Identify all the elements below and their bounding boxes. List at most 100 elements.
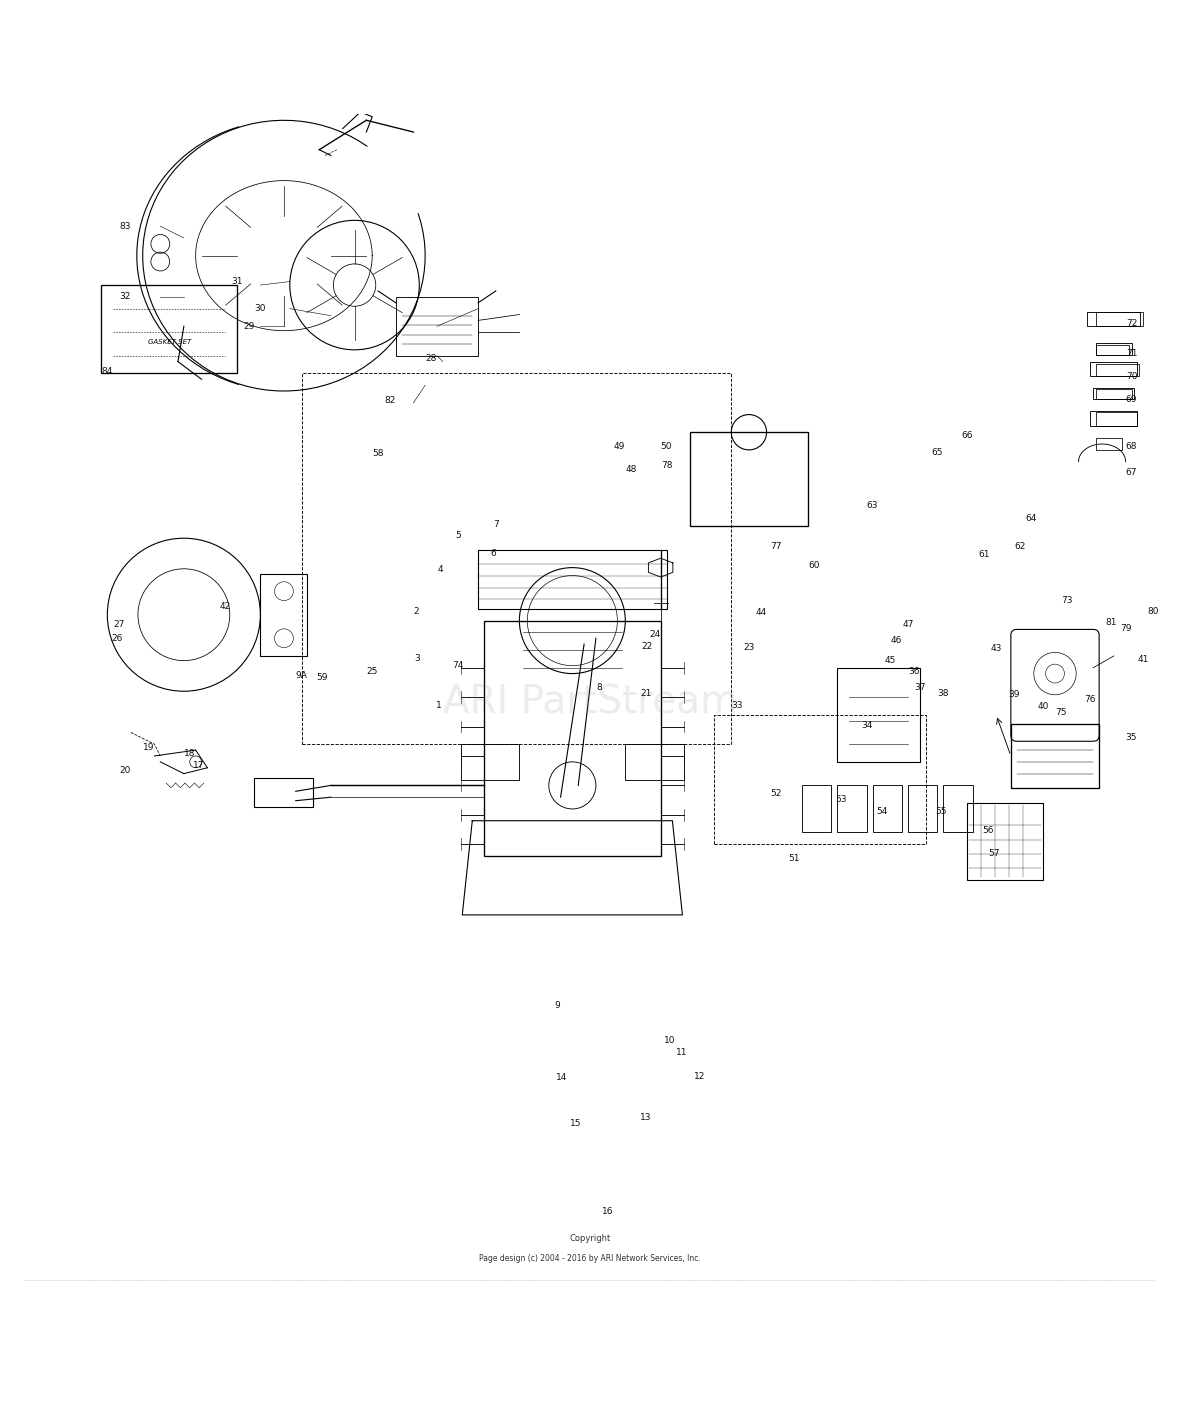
Text: 5: 5 (455, 531, 461, 540)
Text: 40: 40 (1037, 702, 1049, 711)
Text: 82: 82 (385, 396, 395, 405)
Text: 39: 39 (1008, 690, 1020, 699)
Text: 60: 60 (808, 561, 819, 569)
Text: 1: 1 (437, 700, 442, 710)
Bar (1011, 724, 1099, 789)
Text: 9: 9 (555, 1001, 560, 1010)
Text: 75: 75 (1055, 707, 1067, 717)
Text: 11: 11 (676, 1047, 688, 1057)
Text: 32: 32 (119, 292, 131, 301)
Text: 37: 37 (913, 683, 925, 692)
Bar (1090, 361, 1138, 375)
Text: 9A: 9A (296, 672, 308, 681)
Text: 77: 77 (771, 541, 782, 551)
Text: 64: 64 (1025, 513, 1037, 523)
Text: 69: 69 (1126, 395, 1138, 404)
Text: 16: 16 (602, 1208, 614, 1216)
Text: 38: 38 (937, 689, 949, 699)
Text: 17: 17 (194, 761, 205, 770)
Text: 12: 12 (694, 1071, 706, 1081)
Text: 68: 68 (1126, 441, 1138, 451)
Text: 48: 48 (625, 465, 637, 474)
Text: GASKET SET: GASKET SET (148, 339, 191, 346)
Text: 7: 7 (493, 520, 499, 529)
Bar (690, 432, 808, 526)
Text: 78: 78 (661, 461, 673, 470)
Bar (395, 297, 478, 356)
Text: 63: 63 (867, 501, 878, 510)
Text: 54: 54 (877, 807, 887, 815)
Bar (1088, 312, 1140, 326)
Bar (261, 574, 308, 657)
Text: 24: 24 (649, 630, 661, 640)
Bar (1096, 388, 1132, 399)
Bar (1096, 364, 1139, 375)
Text: 83: 83 (119, 222, 131, 231)
Text: 30: 30 (255, 304, 267, 314)
Text: 46: 46 (891, 636, 902, 645)
Text: 79: 79 (1120, 624, 1132, 633)
Text: 59: 59 (316, 672, 327, 682)
Bar (943, 786, 972, 832)
Text: 74: 74 (452, 661, 464, 669)
Text: 57: 57 (988, 849, 999, 858)
Text: 36: 36 (907, 666, 919, 676)
Bar (838, 786, 866, 832)
Text: 10: 10 (664, 1036, 676, 1046)
Text: 73: 73 (1061, 596, 1073, 605)
Bar (478, 550, 667, 609)
Bar (625, 744, 684, 779)
Bar (966, 803, 1043, 880)
Text: 34: 34 (861, 721, 872, 730)
Bar (1093, 388, 1134, 399)
Text: 62: 62 (1014, 541, 1025, 551)
Bar (802, 786, 832, 832)
Text: 43: 43 (990, 644, 1002, 654)
Bar (1096, 344, 1129, 354)
Text: 55: 55 (935, 807, 946, 815)
Text: 4: 4 (438, 565, 444, 575)
Bar (255, 779, 314, 807)
Text: 15: 15 (570, 1119, 582, 1128)
Text: 56: 56 (982, 825, 994, 835)
Text: 61: 61 (978, 550, 990, 560)
Bar (1096, 412, 1138, 426)
Text: 29: 29 (243, 322, 255, 330)
Bar (1096, 312, 1143, 326)
Text: 25: 25 (367, 666, 378, 676)
Text: 67: 67 (1126, 468, 1138, 477)
Text: Copyright: Copyright (570, 1234, 610, 1243)
Bar (1096, 343, 1132, 354)
Bar (101, 285, 237, 374)
Text: 49: 49 (614, 441, 625, 451)
Text: 50: 50 (661, 441, 673, 451)
Text: 80: 80 (1147, 606, 1159, 616)
Text: 42: 42 (219, 602, 230, 612)
Text: 58: 58 (373, 449, 384, 458)
Text: 26: 26 (111, 634, 123, 643)
Text: 81: 81 (1106, 619, 1117, 627)
Text: 44: 44 (755, 607, 766, 617)
Text: 35: 35 (1126, 733, 1138, 741)
Text: Page design (c) 2004 - 2016 by ARI Network Services, Inc.: Page design (c) 2004 - 2016 by ARI Netwo… (479, 1254, 701, 1263)
Text: ARI PartStream: ARI PartStream (442, 683, 738, 723)
Text: 23: 23 (743, 643, 755, 652)
Text: 19: 19 (143, 744, 155, 752)
Text: 13: 13 (640, 1114, 651, 1122)
Bar (1090, 411, 1138, 426)
Text: 18: 18 (184, 749, 196, 758)
Bar (838, 668, 919, 762)
Text: 45: 45 (885, 657, 896, 665)
Text: 21: 21 (641, 689, 653, 699)
Text: 31: 31 (231, 277, 243, 285)
Text: 47: 47 (903, 620, 913, 628)
Text: 66: 66 (961, 432, 972, 440)
Text: 20: 20 (119, 766, 131, 775)
Text: 65: 65 (931, 447, 943, 457)
Bar (460, 744, 519, 779)
Text: 41: 41 (1138, 655, 1149, 664)
Text: 76: 76 (1084, 695, 1096, 704)
Bar (714, 714, 925, 844)
Bar (872, 786, 902, 832)
Text: 84: 84 (101, 367, 113, 375)
